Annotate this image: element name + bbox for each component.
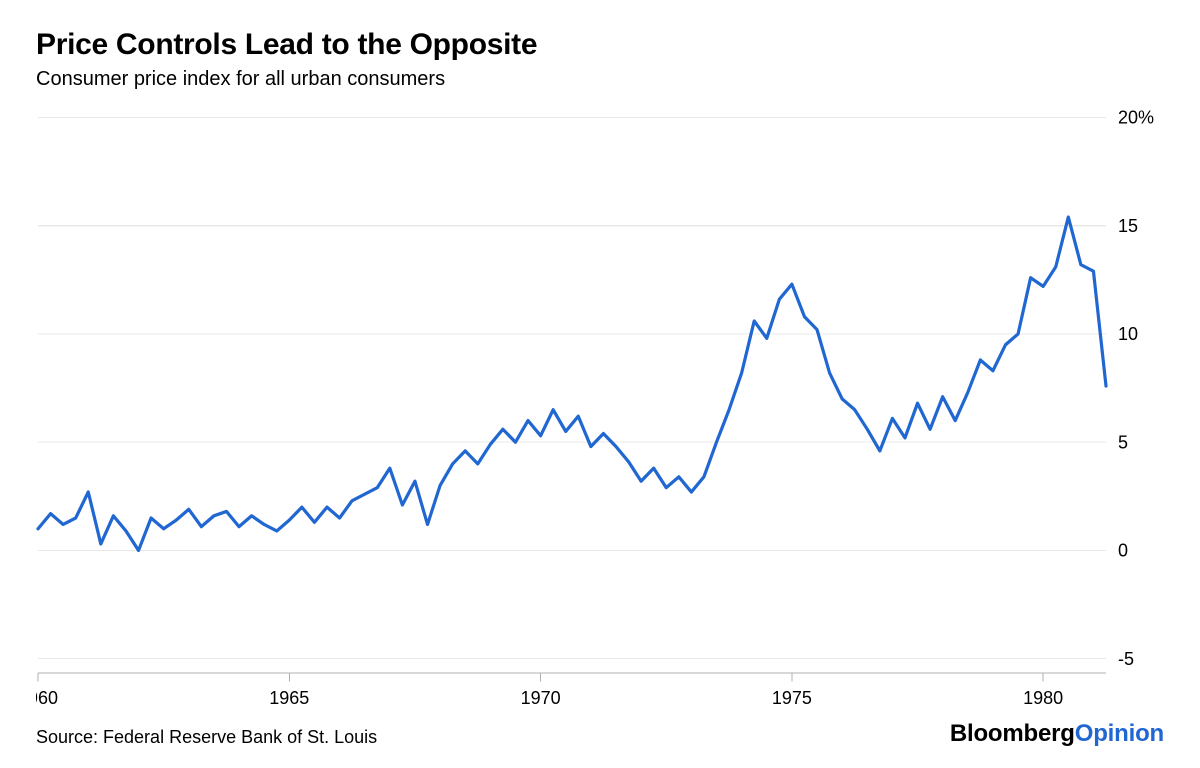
chart-area: -5 0 5 10 15 20% 1960 1965 1970 1975 1980 bbox=[36, 99, 1164, 706]
x-tick-label: 1960 bbox=[36, 687, 58, 706]
brand-part2: Opinion bbox=[1075, 720, 1164, 747]
x-tick-label: 1965 bbox=[269, 687, 309, 706]
x-tick-label: 1980 bbox=[1023, 687, 1063, 706]
x-tick-label: 1970 bbox=[521, 687, 561, 706]
y-tick-label: 0 bbox=[1118, 539, 1128, 560]
y-tick-label: -5 bbox=[1118, 648, 1134, 669]
y-tick-label: 5 bbox=[1118, 431, 1128, 452]
chart-subtitle: Consumer price index for all urban consu… bbox=[36, 68, 1164, 91]
x-tick-label: 1975 bbox=[772, 687, 812, 706]
brand-logo: BloombergOpinion bbox=[950, 720, 1164, 748]
source-text: Source: Federal Reserve Bank of St. Loui… bbox=[36, 727, 377, 748]
chart-title: Price Controls Lead to the Opposite bbox=[36, 28, 1164, 62]
cpi-line bbox=[38, 217, 1106, 550]
y-tick-label: 15 bbox=[1118, 215, 1138, 236]
brand-part1: Bloomberg bbox=[950, 720, 1075, 747]
line-chart: -5 0 5 10 15 20% 1960 1965 1970 1975 1980 bbox=[36, 99, 1164, 706]
y-tick-label: 10 bbox=[1118, 323, 1138, 344]
y-tick-label: 20% bbox=[1118, 106, 1154, 127]
